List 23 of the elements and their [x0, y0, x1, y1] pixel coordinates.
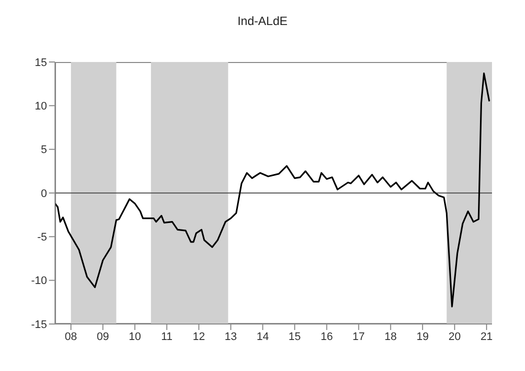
x-tick-label: 21	[480, 330, 493, 343]
x-tick-label: 20	[448, 330, 461, 343]
x-tick-label: 19	[416, 330, 429, 343]
y-tick-label: 10	[34, 100, 47, 113]
y-tick-label: 15	[34, 56, 47, 69]
x-tick-label: 11	[161, 330, 172, 343]
y-tick-label: -15	[31, 318, 47, 331]
line-series	[55, 72, 490, 308]
y-tick-label: 5	[40, 144, 47, 156]
y-tick-label: -5	[37, 232, 47, 244]
x-tick-label: 18	[384, 330, 397, 343]
x-tick-label: 13	[224, 330, 237, 343]
chart-title: Ind-ALdE	[236, 14, 289, 28]
x-tick-label: 16	[320, 330, 333, 343]
x-tick-label: 09	[96, 330, 110, 343]
x-tick-label: 17	[352, 330, 365, 343]
y-tick-label: 0	[40, 188, 47, 200]
x-tick-label: 08	[64, 330, 78, 343]
x-tick-label: 15	[288, 330, 301, 343]
x-tick-label: 14	[256, 330, 269, 343]
x-tick-label: 12	[192, 330, 205, 343]
x-tick-label: 10	[128, 330, 141, 343]
y-tick-label: -10	[31, 275, 47, 288]
